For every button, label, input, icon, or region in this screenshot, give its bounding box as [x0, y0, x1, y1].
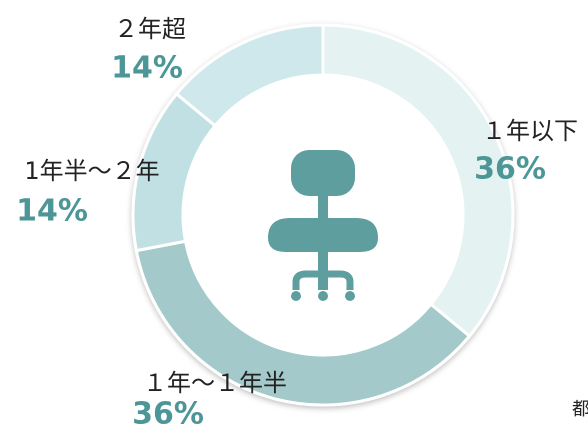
slice-value-label: 36%	[474, 152, 546, 187]
slice-label: １年～１年半	[143, 369, 287, 397]
annotation: 都	[572, 399, 588, 420]
slice-label: １年以下	[482, 117, 578, 145]
slice-value-label: 14%	[111, 51, 183, 86]
slice-label: ２年超	[114, 15, 186, 43]
slice-value-label: 14%	[16, 194, 88, 229]
slice-label: 1年半～２年	[24, 157, 159, 185]
slice-value-label: 36%	[132, 397, 204, 430]
chart: １年以下 36% １年～１年半 36% 1年半～２年 14% ２年超 14% 都	[0, 0, 588, 430]
